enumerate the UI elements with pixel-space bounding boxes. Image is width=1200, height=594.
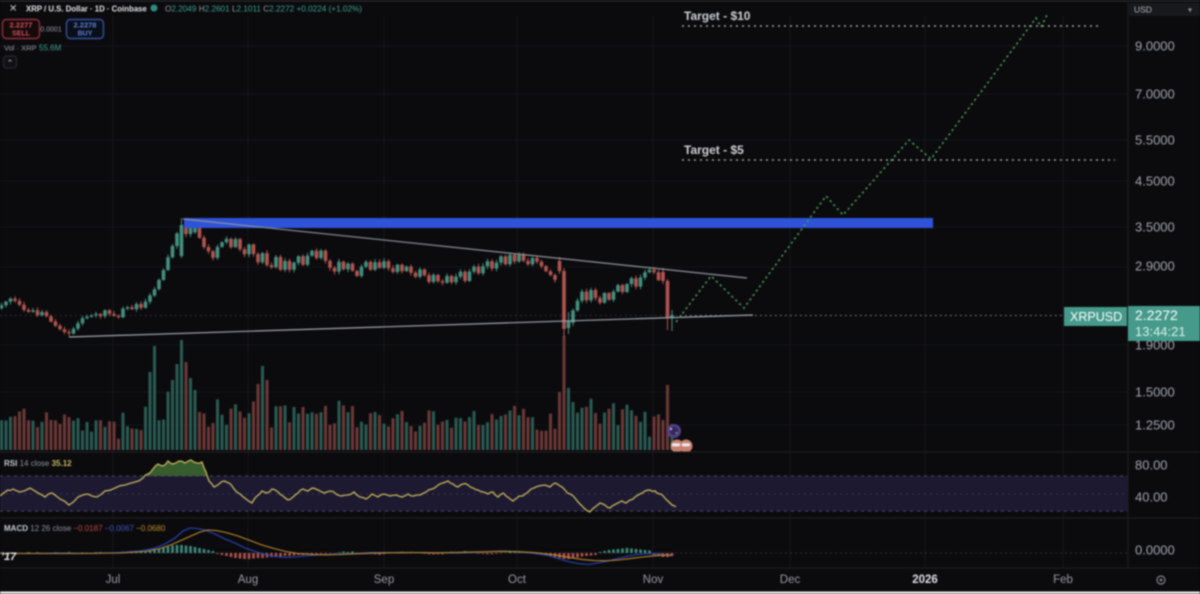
svg-text:’17: ’17 [1,551,17,563]
svg-text:RSI 14 close 35.12: RSI 14 close 35.12 [4,459,72,468]
svg-text:5.5000: 5.5000 [1135,133,1175,148]
svg-text:9.0000: 9.0000 [1135,39,1175,54]
svg-text:Oct: Oct [508,574,527,586]
svg-text:1.5000: 1.5000 [1135,385,1175,400]
svg-text:Target - $10: Target - $10 [684,9,751,23]
svg-text:MACD 12 26 close −0.0187 −0.00: MACD 12 26 close −0.0187 −0.0067 −0.0680 [4,524,166,533]
svg-text:2.2278: 2.2278 [74,21,97,30]
svg-text:SELL: SELL [12,31,31,38]
svg-text:0.0000: 0.0000 [1135,543,1175,558]
svg-text:O2.2049 H2.2601 L2.1011 C2.227: O2.2049 H2.2601 L2.1011 C2.2272 +0.0224 … [165,5,362,14]
svg-text:XRPUSD: XRPUSD [1070,310,1122,324]
svg-text:USD: USD [1134,5,1152,15]
svg-text:Sep: Sep [374,574,394,586]
svg-text:80.00: 80.00 [1135,458,1168,473]
svg-text:55.6M: 55.6M [39,44,62,53]
svg-text:2026: 2026 [912,574,938,586]
svg-text:BUY: BUY [78,31,93,38]
svg-text:4.5000: 4.5000 [1135,174,1175,189]
svg-text:Aug: Aug [238,574,258,586]
svg-text:Jul: Jul [106,574,121,586]
svg-text:2.2277: 2.2277 [10,21,33,30]
svg-text:✕: ✕ [9,4,17,15]
svg-text:1.2500: 1.2500 [1135,418,1175,433]
svg-text:XRP / U.S. Dollar · 1D · Coinb: XRP / U.S. Dollar · 1D · Coinbase [26,5,147,14]
svg-text:2.9000: 2.9000 [1135,259,1175,274]
svg-text:⌃: ⌃ [7,59,14,68]
svg-text:3.5000: 3.5000 [1135,220,1175,235]
svg-text:Nov: Nov [643,574,664,586]
svg-text:Feb: Feb [1053,574,1073,586]
svg-text:2.2272: 2.2272 [1135,307,1178,323]
svg-text:▾: ▾ [1188,6,1192,15]
svg-text:0.0001: 0.0001 [40,27,62,34]
svg-text:40.00: 40.00 [1135,490,1168,505]
svg-text:7.0000: 7.0000 [1135,87,1175,102]
svg-text:Target - $5: Target - $5 [684,143,744,157]
svg-text:Dec: Dec [780,574,801,586]
svg-text:1.9000: 1.9000 [1135,338,1175,353]
svg-text:Vol · XRP: Vol · XRP [4,44,37,53]
svg-text:13:44:21: 13:44:21 [1135,324,1186,339]
